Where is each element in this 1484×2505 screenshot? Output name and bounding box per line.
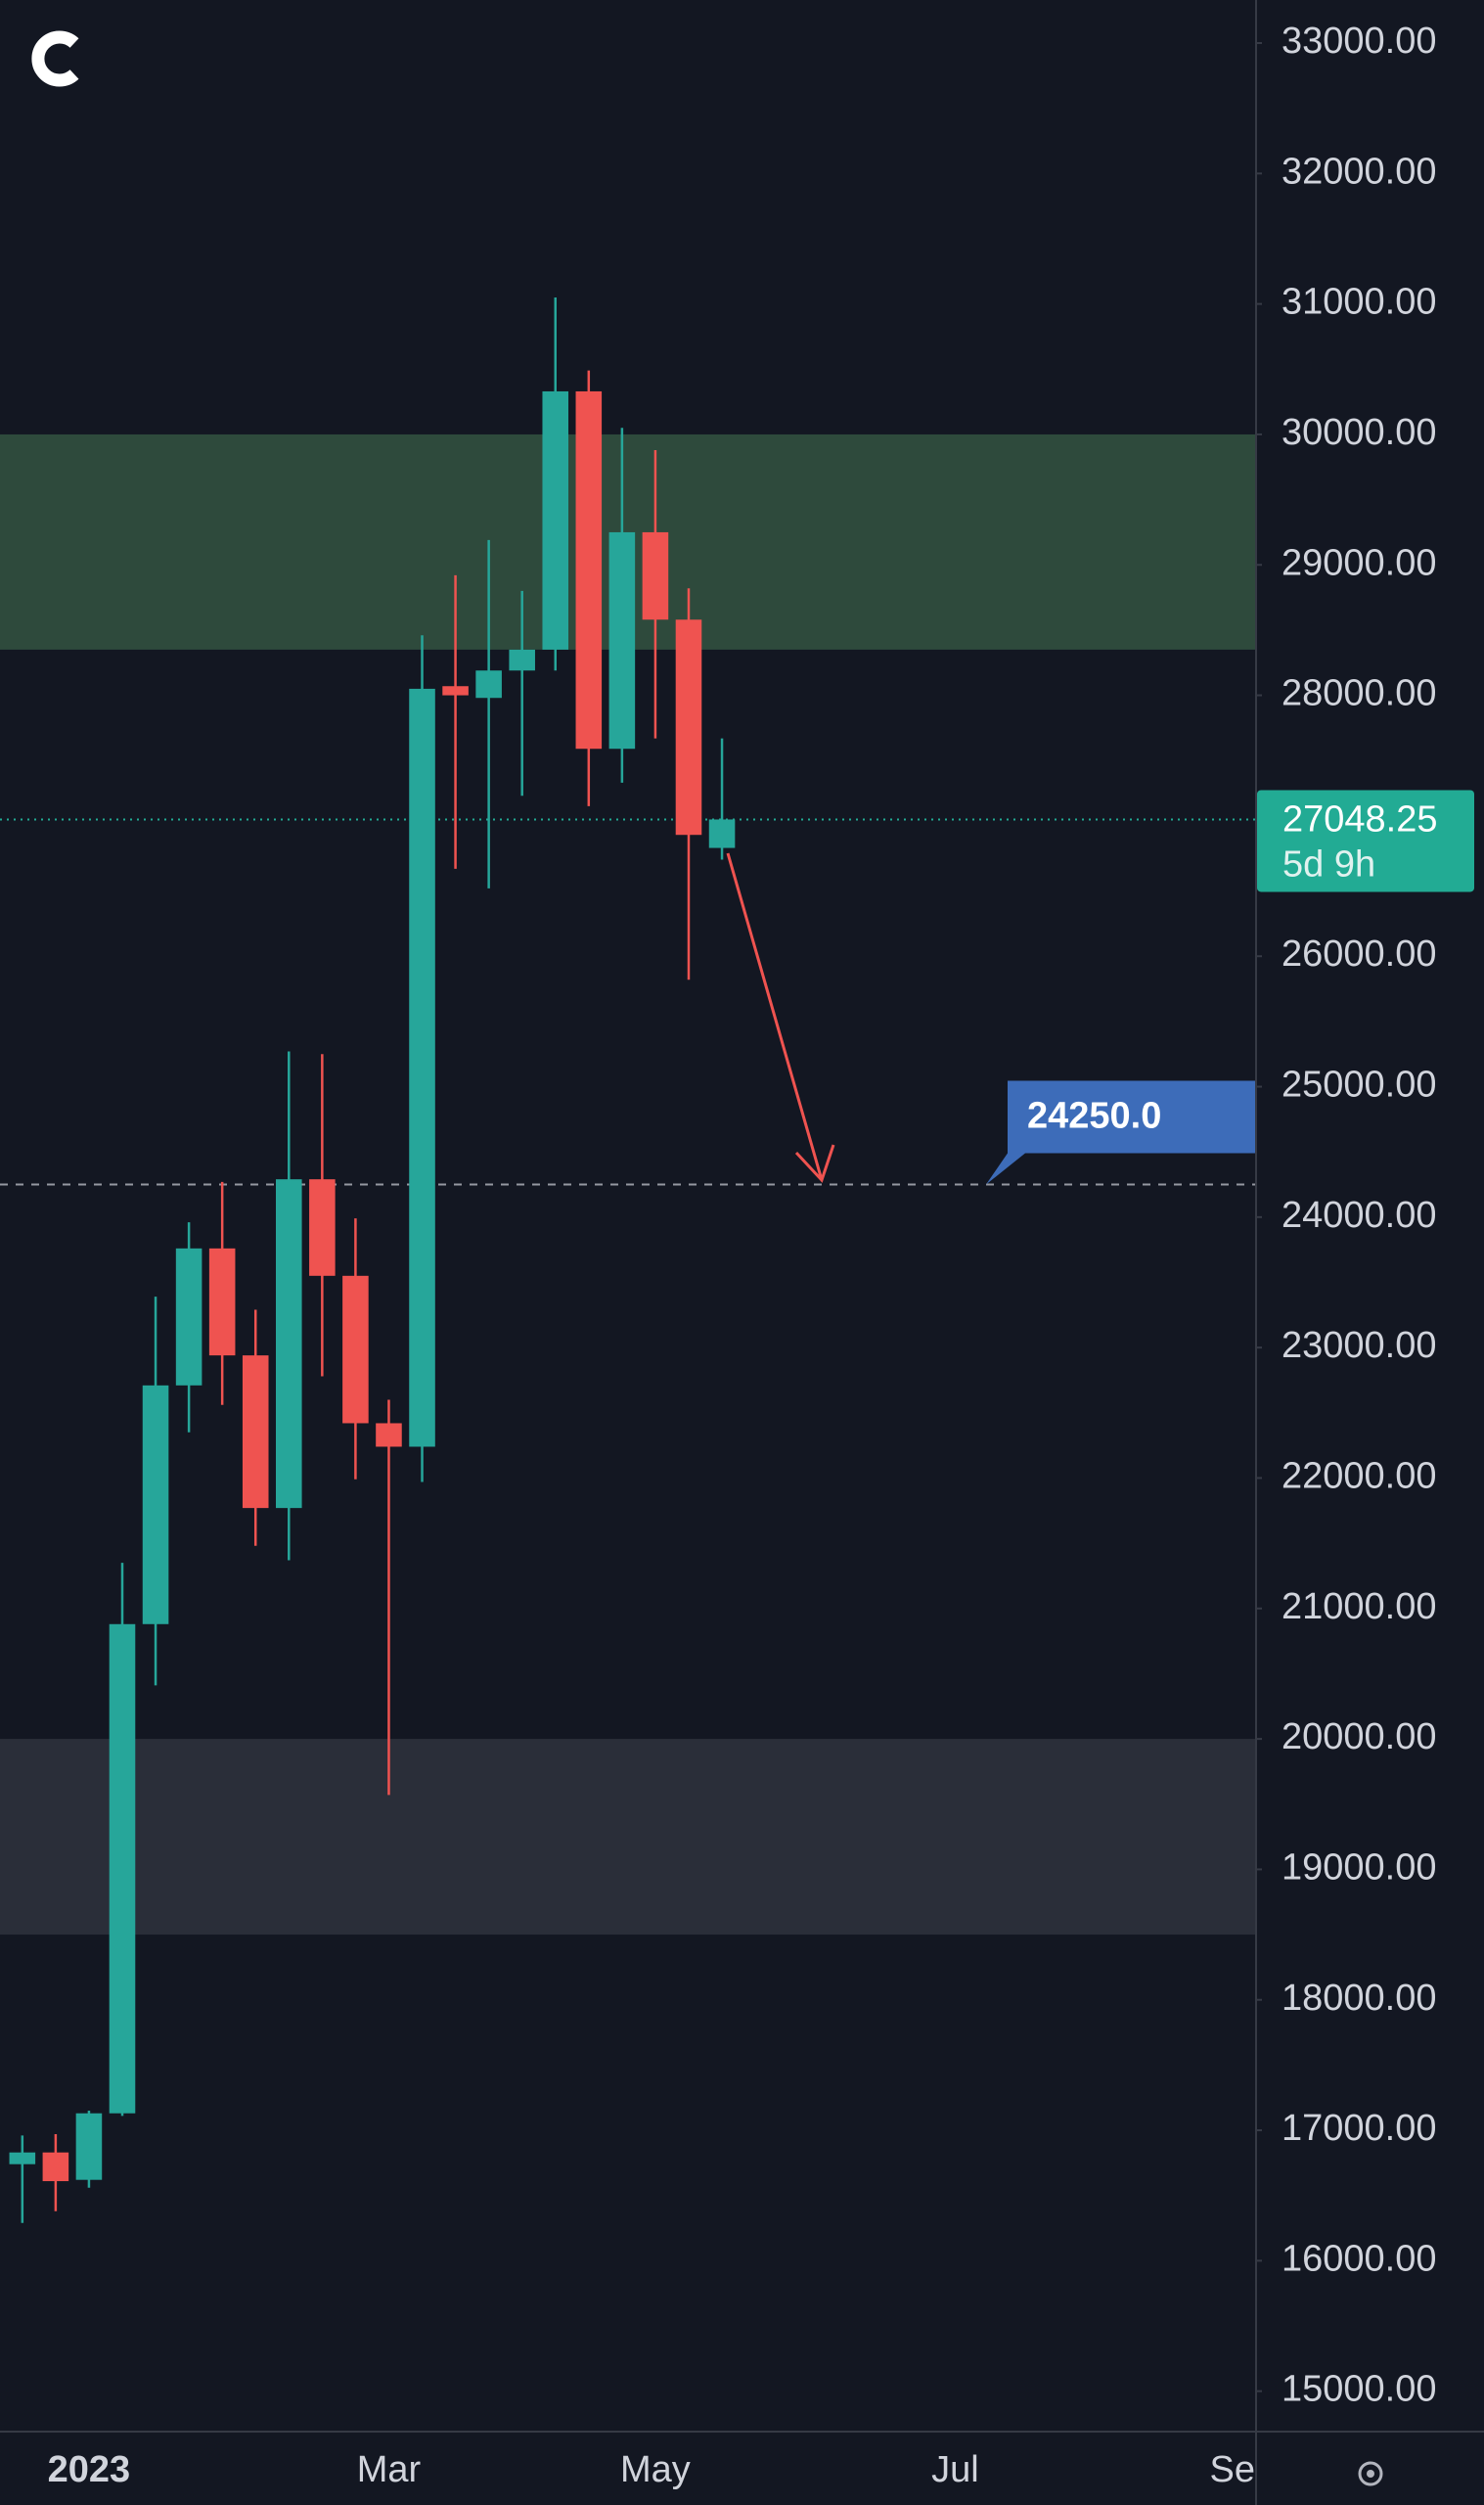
target-label: 24250.0 xyxy=(1027,1096,1161,1137)
y-tick-label: 24000.00 xyxy=(1282,1195,1437,1236)
y-tick-label: 33000.00 xyxy=(1282,21,1437,62)
current-price-label: 27048.25 xyxy=(1282,798,1438,840)
candle-body xyxy=(642,531,669,620)
y-tick-label: 21000.00 xyxy=(1282,1586,1437,1627)
y-tick-label: 22000.00 xyxy=(1282,1455,1437,1496)
candle-body xyxy=(242,1355,269,1509)
logo xyxy=(31,30,79,87)
candle-body xyxy=(542,390,569,650)
settings-icon-center xyxy=(1367,2470,1374,2478)
y-tick-label: 17000.00 xyxy=(1282,2108,1437,2149)
settings-icon[interactable] xyxy=(1358,2461,1383,2486)
y-tick-label: 30000.00 xyxy=(1282,412,1437,453)
y-tick-label: 28000.00 xyxy=(1282,673,1437,714)
candle-body xyxy=(175,1248,202,1386)
y-tick-label: 26000.00 xyxy=(1282,934,1437,975)
x-tick-label: May xyxy=(620,2449,691,2490)
target-label-box xyxy=(986,1080,1256,1185)
current-price-countdown: 5d 9h xyxy=(1282,843,1375,885)
y-tick-label: 32000.00 xyxy=(1282,151,1437,192)
y-tick-label: 18000.00 xyxy=(1282,1978,1437,2019)
plot-area: 24250.0 xyxy=(0,296,1256,2223)
x-tick-label: Se xyxy=(1209,2449,1254,2490)
candle-body xyxy=(409,688,435,1447)
candle-body xyxy=(42,2152,69,2182)
y-tick-label: 29000.00 xyxy=(1282,542,1437,583)
candle-body xyxy=(675,619,702,836)
x-tick-label: 2023 xyxy=(48,2449,131,2490)
y-tick-label: 16000.00 xyxy=(1282,2238,1437,2279)
x-tick-label: Mar xyxy=(357,2449,422,2490)
candle-body xyxy=(442,686,469,696)
y-tick-label: 25000.00 xyxy=(1282,1065,1437,1106)
candle-body xyxy=(276,1179,302,1509)
y-tick-label: 31000.00 xyxy=(1282,282,1437,323)
candle-body xyxy=(608,531,636,750)
y-tick-label: 19000.00 xyxy=(1282,1846,1437,1888)
candle-body xyxy=(9,2152,36,2164)
x-tick-label: Jul xyxy=(931,2449,979,2490)
candle-body xyxy=(142,1385,169,1624)
candle-body xyxy=(708,819,736,848)
candle-body xyxy=(509,649,535,671)
candle-body xyxy=(109,1623,136,2114)
candle-body xyxy=(75,2113,103,2180)
current-price-box xyxy=(1257,790,1474,892)
zone xyxy=(0,1739,1256,1936)
y-tick-label: 20000.00 xyxy=(1282,1716,1437,1757)
y-tick-label: 23000.00 xyxy=(1282,1325,1437,1366)
forecast-arrow xyxy=(726,852,835,1183)
candle-body xyxy=(475,670,502,699)
candle-body xyxy=(208,1248,236,1356)
candle-body xyxy=(342,1275,369,1424)
candle-body xyxy=(309,1179,336,1276)
candle-body xyxy=(575,390,603,750)
y-tick-label: 15000.00 xyxy=(1282,2369,1437,2410)
candle-body xyxy=(376,1423,402,1447)
